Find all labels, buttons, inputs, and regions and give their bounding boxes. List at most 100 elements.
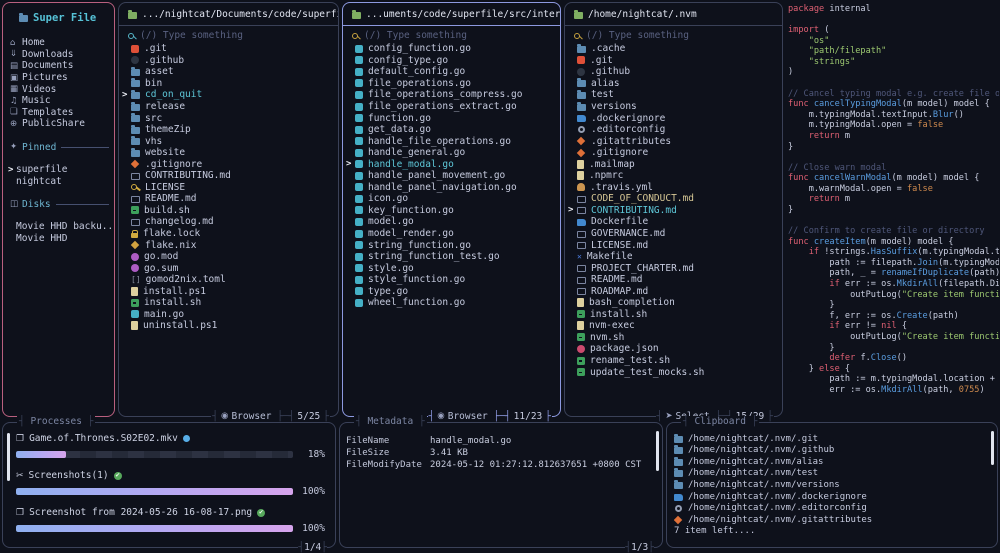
clipboard-item[interactable]: /home/nightcat/.nvm/.git: [674, 433, 991, 445]
file-row[interactable]: file_operations_extract.go: [343, 101, 560, 113]
file-row[interactable]: alias: [565, 78, 782, 90]
file-row[interactable]: flake.lock: [119, 228, 338, 240]
process-item[interactable]: ✂ Screenshots(1) ✔ 100%: [16, 469, 325, 497]
file-row[interactable]: README.md: [565, 274, 782, 286]
sidebar-item-movie-hhd-backu-[interactable]: Movie HHD backu...: [3, 221, 114, 233]
file-row[interactable]: install.sh: [565, 309, 782, 321]
file-row[interactable]: package.json: [565, 343, 782, 355]
sidebar-item-downloads[interactable]: ⇓ Downloads: [3, 49, 114, 61]
file-row[interactable]: .gitignore: [119, 158, 338, 170]
file-row[interactable]: LICENSE.md: [565, 239, 782, 251]
file-row[interactable]: .github: [565, 66, 782, 78]
clipboard-item[interactable]: /home/nightcat/.nvm/.editorconfig: [674, 502, 991, 514]
file-row[interactable]: ROADMAP.md: [565, 285, 782, 297]
panel-search-input[interactable]: (/) Type something: [343, 28, 560, 43]
metadata-scrollbar[interactable]: [656, 431, 659, 471]
file-row[interactable]: .travis.yml: [565, 182, 782, 194]
file-row[interactable]: CONTRIBUTING.md: [119, 170, 338, 182]
file-row[interactable]: .npmrc: [565, 170, 782, 182]
file-row[interactable]: main.go: [119, 309, 338, 321]
file-row[interactable]: .cache: [565, 43, 782, 55]
file-row[interactable]: go.sum: [119, 262, 338, 274]
file-row[interactable]: .git: [565, 55, 782, 67]
file-row[interactable]: style.go: [343, 262, 560, 274]
process-item[interactable]: ❐ Game.of.Thrones.S02E02.mkv 18%: [16, 432, 325, 460]
sidebar-item-home[interactable]: ⌂ Home: [3, 37, 114, 49]
file-row[interactable]: README.md: [119, 193, 338, 205]
file-row[interactable]: .git: [119, 43, 338, 55]
file-row[interactable]: vhs: [119, 135, 338, 147]
clipboard-item[interactable]: /home/nightcat/.nvm/.github: [674, 445, 991, 457]
file-row[interactable]: release: [119, 101, 338, 113]
file-row[interactable]: .github: [119, 55, 338, 67]
file-row[interactable]: function.go: [343, 112, 560, 124]
process-item[interactable]: ❐ Screenshot from 2024-05-26 16-08-17.png…: [16, 506, 325, 534]
file-row[interactable]: get_data.go: [343, 124, 560, 136]
file-row[interactable]: uninstall.ps1: [119, 320, 338, 332]
file-row[interactable]: themeZip: [119, 124, 338, 136]
file-row[interactable]: nvm-exec: [565, 320, 782, 332]
file-row[interactable]: .gitattributes: [565, 135, 782, 147]
file-row[interactable]: versions: [565, 101, 782, 113]
file-row[interactable]: handle_panel_movement.go: [343, 170, 560, 182]
file-row[interactable]: changelog.md: [119, 216, 338, 228]
file-row[interactable]: .dockerignore: [565, 112, 782, 124]
sidebar-item-templates[interactable]: ❏ Templates: [3, 107, 114, 119]
clipboard-item[interactable]: /home/nightcat/.nvm/test: [674, 468, 991, 480]
file-row[interactable]: flake.nix: [119, 239, 338, 251]
file-row[interactable]: string_function.go: [343, 239, 560, 251]
sidebar-item-pictures[interactable]: ▣ Pictures: [3, 72, 114, 84]
sidebar-item-movie-hhd[interactable]: Movie HHD: [3, 233, 114, 245]
file-row[interactable]: build.sh: [119, 205, 338, 217]
clipboard-scrollbar[interactable]: [991, 431, 994, 465]
processes-scrollbar[interactable]: [7, 433, 10, 481]
file-row[interactable]: update_test_mocks.sh: [565, 366, 782, 378]
file-row[interactable]: Dockerfile: [565, 216, 782, 228]
file-row[interactable]: PROJECT_CHARTER.md: [565, 262, 782, 274]
file-row[interactable]: go.mod: [119, 251, 338, 263]
file-row[interactable]: bash_completion: [565, 297, 782, 309]
file-row[interactable]: .mailmap: [565, 158, 782, 170]
sidebar-item-publicshare[interactable]: ⊕ PublicShare: [3, 118, 114, 130]
file-row[interactable]: CODE_OF_CONDUCT.md: [565, 193, 782, 205]
file-row[interactable]: model.go: [343, 216, 560, 228]
panel-search-input[interactable]: (/) Type something: [119, 28, 338, 43]
panel-path-bar[interactable]: ...uments/code/superfile/src/internal: [343, 3, 560, 26]
file-row[interactable]: .editorconfig: [565, 124, 782, 136]
file-row[interactable]: type.go: [343, 285, 560, 297]
file-row[interactable]: website: [119, 147, 338, 159]
clipboard-item[interactable]: /home/nightcat/.nvm/alias: [674, 456, 991, 468]
sidebar-item-videos[interactable]: ▦ Videos: [3, 83, 114, 95]
file-row[interactable]: config_type.go: [343, 55, 560, 67]
file-row[interactable]: config_function.go: [343, 43, 560, 55]
panel-path-bar[interactable]: .../nightcat/Documents/code/superfile: [119, 3, 338, 26]
file-row[interactable]: handle_panel_navigation.go: [343, 182, 560, 194]
file-row[interactable]: > cd_on_quit: [119, 89, 338, 101]
file-row[interactable]: string_function_test.go: [343, 251, 560, 263]
clipboard-item[interactable]: /home/nightcat/.nvm/.dockerignore: [674, 491, 991, 503]
file-row[interactable]: > CONTRIBUTING.md: [565, 205, 782, 217]
file-row[interactable]: handle_general.go: [343, 147, 560, 159]
file-row[interactable]: src: [119, 112, 338, 124]
file-row[interactable]: default_config.go: [343, 66, 560, 78]
file-row[interactable]: GOVERNANCE.md: [565, 228, 782, 240]
file-row[interactable]: bin: [119, 78, 338, 90]
sidebar-item-documents[interactable]: ▤ Documents: [3, 60, 114, 72]
sidebar-item-music[interactable]: ♫ Music: [3, 95, 114, 107]
file-row[interactable]: ✕ Makefile: [565, 251, 782, 263]
file-row[interactable]: model_render.go: [343, 228, 560, 240]
clipboard-item[interactable]: /home/nightcat/.nvm/versions: [674, 479, 991, 491]
file-row[interactable]: key_function.go: [343, 205, 560, 217]
file-row[interactable]: icon.go: [343, 193, 560, 205]
file-row[interactable]: handle_file_operations.go: [343, 135, 560, 147]
file-row[interactable]: [] gomod2nix.toml: [119, 274, 338, 286]
file-row[interactable]: file_operations_compress.go: [343, 89, 560, 101]
file-row[interactable]: style_function.go: [343, 274, 560, 286]
sidebar-item-nightcat[interactable]: nightcat: [3, 175, 114, 187]
sidebar-item-superfile[interactable]: > superfile: [3, 164, 114, 176]
panel-search-input[interactable]: (/) Type something: [565, 28, 782, 43]
file-row[interactable]: LICENSE: [119, 182, 338, 194]
panel-path-bar[interactable]: /home/nightcat/.nvm: [565, 3, 782, 26]
file-row[interactable]: rename_test.sh: [565, 355, 782, 367]
file-row[interactable]: > handle_modal.go: [343, 158, 560, 170]
